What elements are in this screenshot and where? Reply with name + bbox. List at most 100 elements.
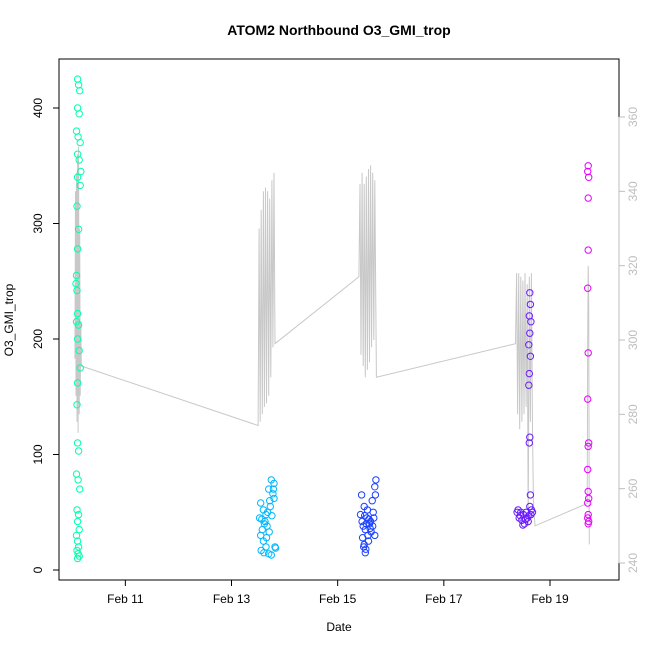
data-point — [369, 522, 377, 530]
data-point — [76, 364, 84, 372]
data-point — [519, 521, 527, 529]
data-point — [584, 514, 592, 522]
data-point — [270, 494, 278, 503]
data-point — [74, 225, 83, 234]
data-point — [356, 510, 365, 519]
data-point — [525, 369, 533, 378]
data-point — [362, 545, 370, 553]
data-point — [368, 497, 376, 505]
data-point — [371, 491, 380, 499]
data-point — [72, 531, 81, 540]
data-point — [75, 346, 83, 355]
x-tick-label: Feb 17 — [425, 592, 463, 606]
data-point — [527, 510, 535, 519]
data-point — [358, 534, 367, 542]
data-point — [268, 512, 276, 520]
data-point — [73, 554, 82, 563]
data-point — [370, 514, 378, 522]
data-point — [584, 194, 592, 202]
data-point — [584, 349, 592, 357]
data-point — [73, 173, 82, 182]
data-point — [584, 499, 592, 507]
data-point — [371, 531, 379, 540]
data-point — [269, 490, 277, 498]
data-point — [72, 271, 81, 280]
data-point — [255, 514, 264, 522]
data-point — [75, 525, 83, 534]
data-point — [528, 508, 537, 516]
data-point — [513, 508, 521, 516]
data-point — [584, 510, 592, 519]
data-point — [584, 442, 592, 451]
data-point — [74, 321, 83, 329]
data-point — [74, 476, 82, 484]
data-point — [526, 352, 535, 360]
data-point — [584, 246, 592, 254]
y-tick-label: 400 — [31, 98, 45, 118]
data-point — [585, 439, 593, 447]
series-5 — [584, 162, 593, 528]
y-tick-label: 100 — [31, 444, 45, 464]
series-4 — [513, 289, 537, 529]
data-point — [584, 487, 592, 496]
data-point — [261, 517, 269, 526]
data-point — [73, 517, 82, 526]
data-point — [270, 479, 278, 488]
secondary-series-line — [74, 146, 590, 545]
data-point — [585, 173, 593, 182]
data-point — [74, 447, 83, 455]
data-point — [366, 524, 374, 533]
data-point — [77, 167, 85, 176]
data-point — [585, 494, 593, 503]
data-point — [267, 551, 275, 559]
data-point — [271, 544, 280, 552]
data-point — [584, 395, 592, 403]
data-point — [76, 485, 84, 493]
data-point — [260, 549, 268, 557]
data-point — [365, 515, 373, 523]
y2-tick-label: 300 — [626, 330, 640, 350]
y2-tick-label: 260 — [626, 478, 640, 498]
data-point — [520, 520, 529, 528]
y2-axis: 240 260 280 300 320 340 360 — [618, 107, 640, 573]
data-point — [584, 162, 592, 170]
data-point — [521, 515, 530, 523]
data-point — [73, 439, 82, 447]
y-tick-label: 300 — [31, 213, 45, 233]
data-point — [526, 491, 535, 499]
x-tick-label: Feb 15 — [319, 592, 357, 606]
data-point — [527, 318, 535, 326]
data-point — [74, 510, 83, 519]
plot-frame — [58, 58, 620, 581]
data-point — [526, 502, 534, 511]
data-point — [73, 286, 81, 295]
data-point — [371, 483, 379, 491]
y-tick-label: 200 — [31, 329, 45, 349]
data-point — [73, 202, 81, 210]
data-point — [73, 506, 81, 514]
data-point — [258, 525, 266, 534]
series-1 — [72, 75, 85, 563]
data-point — [74, 543, 83, 551]
y-axis: 0 100 200 300 400 — [31, 98, 60, 573]
points-layer — [72, 75, 593, 563]
data-point — [364, 537, 373, 545]
x-tick-label: Feb 11 — [107, 592, 144, 606]
series-3 — [356, 476, 380, 557]
data-point — [357, 491, 366, 499]
data-point — [76, 181, 84, 190]
y2-tick-label: 360 — [626, 107, 640, 127]
x-tick-label: Feb 19 — [531, 592, 569, 606]
data-point — [73, 335, 82, 343]
data-point — [526, 300, 535, 309]
y-tick-label: 0 — [31, 566, 45, 573]
data-point — [526, 329, 534, 337]
data-point — [76, 87, 84, 95]
data-point — [526, 289, 534, 297]
data-point — [363, 506, 372, 514]
data-point — [73, 245, 82, 253]
data-point — [265, 485, 273, 493]
x-axis-label: Date — [326, 620, 352, 634]
data-point — [266, 497, 274, 505]
